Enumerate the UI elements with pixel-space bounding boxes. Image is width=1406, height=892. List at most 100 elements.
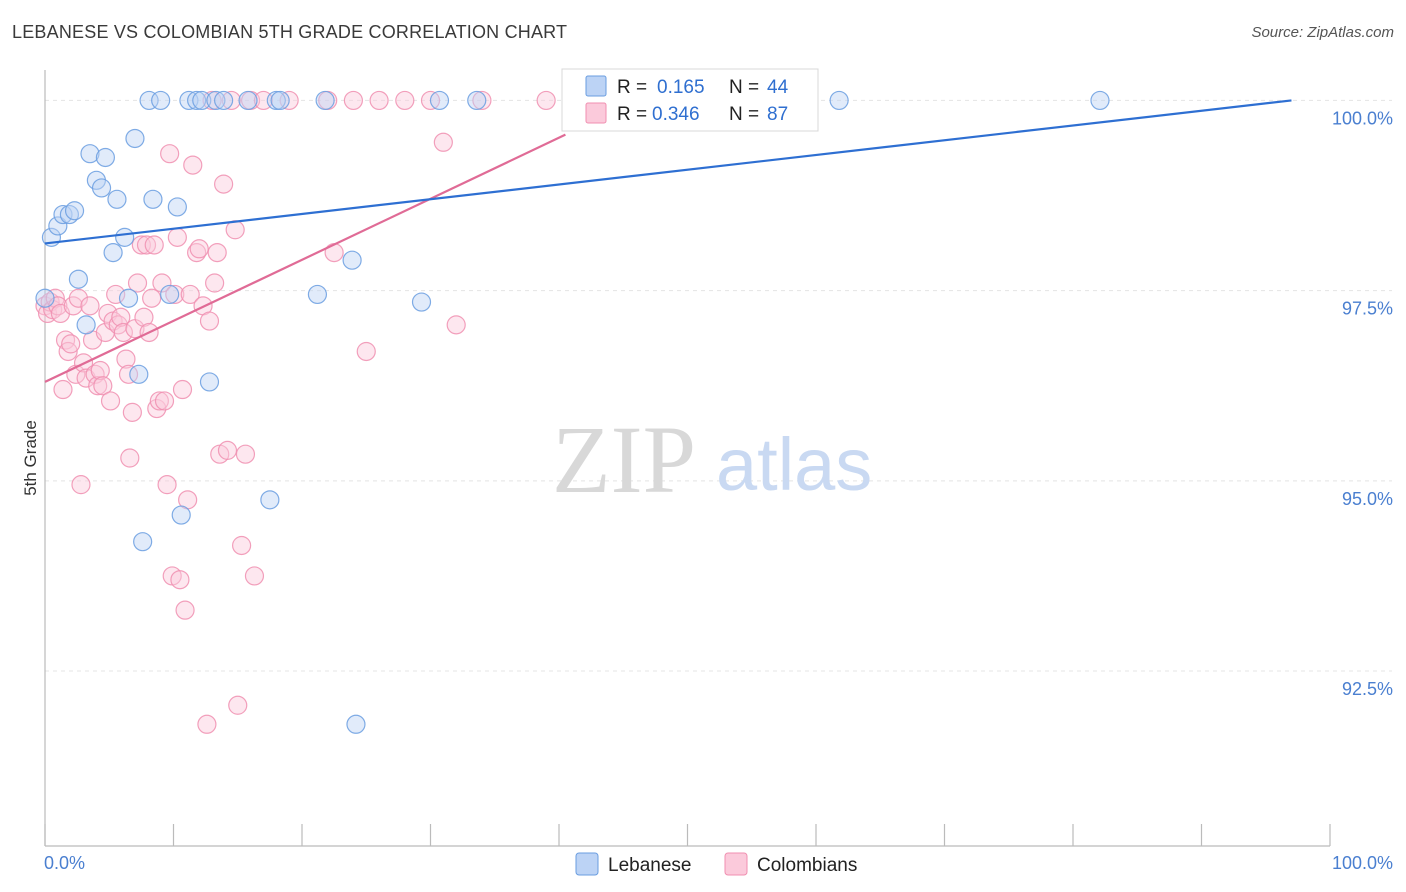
colombians-point-46 [154,391,175,411]
colombians-point-68 [217,440,238,460]
colombians-point-8 [55,330,76,350]
lebanese-point-6 [68,269,89,289]
colombians-point-53 [172,379,193,400]
lebanese-point-3 [53,204,73,225]
x-ticks [44,824,1331,846]
lebanese-point-34 [270,90,290,111]
colombians-points [35,90,556,734]
colombians-point-86 [446,315,466,335]
lebanese-point-39 [411,292,432,312]
colombians-n-label: N = [729,104,759,125]
lebanese-r-value: 0.165 [657,77,705,98]
colombians-point-31 [116,349,136,369]
stats-legend: R = 0.165 N = 44 R = 0.346 N = 87 [561,68,819,132]
lebanese-point-38 [346,714,366,734]
colombians-point-82 [369,90,389,111]
colombians-point-71 [228,695,248,715]
y-tick-label-0: 100.0% [1332,108,1393,128]
colombians-point-73 [235,444,256,464]
colombians-point-79 [324,242,344,263]
lebanese-point-27 [192,90,212,111]
colombians-point-51 [167,227,187,247]
colombians-point-19 [85,364,105,384]
colombians-point-33 [120,448,140,468]
colombians-point-65 [207,242,227,263]
lebanese-point-30 [214,90,234,111]
lebanese-point-12 [103,242,123,263]
legend-lebanese-label: Lebanese [608,855,691,876]
lebanese-point-20 [143,189,163,209]
lebanese-point-29 [206,90,226,111]
lebanese-point-22 [160,284,180,305]
source-label: Source: ZipAtlas.com [1251,24,1394,41]
colombians-point-87 [472,90,492,111]
lebanese-point-23 [167,197,187,217]
y-tick-label-3: 92.5% [1342,679,1393,699]
colombians-point-25 [100,391,121,411]
lebanese-point-7 [76,315,96,335]
colombians-point-21 [90,360,110,381]
colombians-point-85 [433,132,453,152]
y-tick-label-2: 95.0% [1342,489,1393,509]
colombians-point-42 [144,235,164,255]
x-tick-label-max: 100.0% [1332,853,1393,873]
colombians-point-47 [157,475,177,495]
lebanese-point-36 [315,90,335,111]
colombians-point-54 [175,600,195,620]
colombians-point-13 [68,288,89,308]
colombians-point-50 [165,284,185,305]
colombians-point-52 [170,570,190,590]
colombians-point-61 [197,714,217,734]
legend-colombians-label: Colombians [757,855,857,876]
colombians-point-56 [180,284,200,305]
colombians-point-17 [80,296,100,316]
colombians-point-27 [106,284,126,305]
colombians-point-83 [395,90,415,111]
colombians-point-34 [122,402,142,422]
colombians-point-62 [199,311,220,331]
lebanese-point-35 [307,284,328,305]
watermark-atlas: atlas [716,423,872,506]
colombians-point-39 [136,235,157,255]
colombians-point-45 [152,273,172,293]
lebanese-point-15 [118,288,139,308]
lebanese-point-32 [260,490,280,510]
colombians-point-48 [160,144,180,164]
colombians-r-label: R = [617,104,647,125]
x-tick-label-min: 0.0% [44,853,85,873]
legend-lebanese-swatch [575,852,599,876]
colombians-point-10 [61,334,81,354]
colombians-point-4 [45,288,65,308]
lebanese-point-42 [829,90,849,111]
colombians-point-69 [221,90,241,111]
lebanese-point-24 [171,505,191,525]
lebanese-point-8 [80,144,100,164]
colombians-point-64 [205,273,225,293]
colombians-point-29 [111,307,131,327]
lebanese-point-26 [187,90,207,111]
colombians-point-57 [183,155,203,175]
chart-title: LEBANESE VS COLOMBIAN 5TH GRADE CORRELAT… [12,22,568,42]
lebanese-point-4 [59,204,80,225]
colombians-point-67 [214,174,234,194]
series-legend: Lebanese Colombians [575,852,857,876]
lebanese-point-21 [151,90,171,111]
lebanese-point-14 [115,227,135,247]
lebanese-point-13 [107,189,127,209]
colombians-point-20 [88,376,108,396]
lebanese-point-16 [125,128,145,149]
colombians-point-41 [142,288,162,308]
lebanese-point-11 [95,147,115,168]
y-tick-labels: 100.0% 97.5% 95.0% 92.5% [1332,108,1393,699]
lebanese-point-37 [342,250,362,270]
lebanese-point-41 [467,90,487,111]
grid-lines [45,99,1392,672]
lebanese-point-28 [199,372,220,392]
colombians-point-14 [71,475,91,495]
colombians-point-9 [58,341,78,362]
colombians-point-36 [127,273,148,293]
lebanese-trend-line [44,99,1292,245]
lebanese-point-17 [129,364,149,384]
lebanese-point-40 [429,90,450,111]
